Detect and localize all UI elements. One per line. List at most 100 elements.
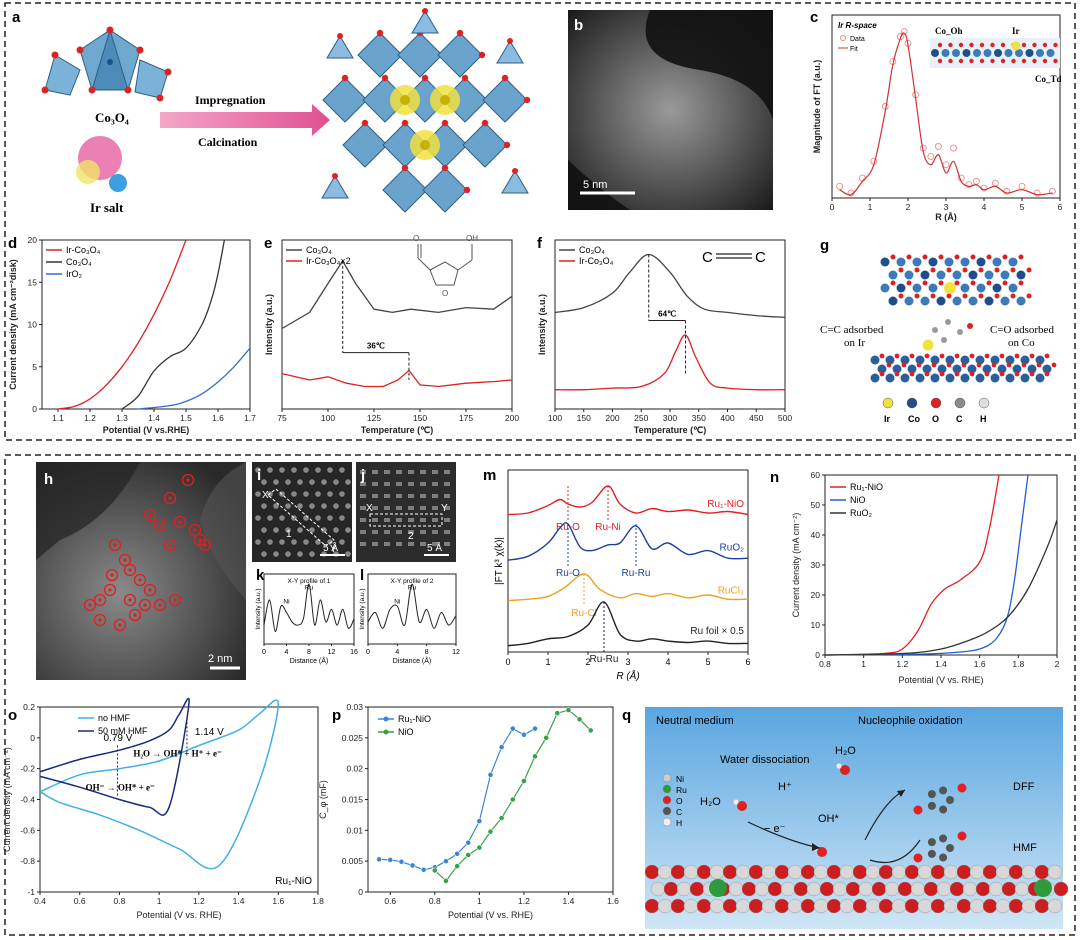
o-atom bbox=[1026, 293, 1032, 299]
co-atom bbox=[984, 270, 994, 280]
surface-atom bbox=[1008, 898, 1024, 914]
x-tick-label: 1.3 bbox=[116, 413, 128, 423]
lattice-atom bbox=[408, 494, 414, 498]
x-axis-label: R (Å) bbox=[616, 669, 639, 682]
y-tick-label: -0.2 bbox=[20, 764, 35, 774]
co-atom bbox=[960, 373, 970, 383]
surface-atom bbox=[806, 881, 822, 897]
annotation-ir: Ir bbox=[1012, 26, 1020, 36]
surface-atom bbox=[832, 881, 848, 897]
co-atom bbox=[976, 283, 986, 293]
co-atom bbox=[1012, 364, 1022, 374]
panel-label-g: g bbox=[820, 237, 829, 254]
chart-f: 100 150 200 250 300 350 400 450 500 Temperature (… bbox=[537, 239, 792, 435]
o-atom bbox=[979, 42, 985, 48]
lattice-atom bbox=[372, 506, 378, 510]
atom-marker-dot bbox=[158, 603, 162, 607]
co-atom bbox=[992, 257, 1002, 267]
h2o-top-label: H₂O bbox=[835, 745, 856, 757]
surface-atom bbox=[956, 898, 972, 914]
series-name: RuCl₃ bbox=[718, 586, 744, 597]
x-tick-label: 150 bbox=[577, 413, 591, 423]
c-atom bbox=[941, 337, 947, 343]
octahedron bbox=[462, 122, 508, 168]
peak-diff-label: 64℃ bbox=[658, 309, 676, 318]
surface-atom bbox=[1014, 881, 1030, 897]
data-point bbox=[532, 753, 538, 760]
lattice-atom bbox=[408, 542, 414, 546]
lattice-atom bbox=[255, 539, 261, 545]
co-atom bbox=[870, 355, 880, 365]
atom-marker bbox=[105, 568, 119, 582]
o-atom bbox=[962, 267, 968, 273]
ru-atom bbox=[709, 879, 727, 897]
y-tick-label: 0 bbox=[815, 650, 820, 660]
x-tick-label: 200 bbox=[605, 413, 619, 423]
lattice-atom bbox=[396, 542, 402, 546]
x-tick-label: 4 bbox=[982, 202, 987, 212]
data-point bbox=[431, 867, 438, 874]
tetrahedron bbox=[326, 35, 354, 59]
lattice-atom bbox=[384, 506, 390, 510]
x-tick-label: 0 bbox=[505, 657, 510, 667]
g-structure-top bbox=[880, 254, 1032, 306]
co-atom bbox=[992, 283, 1002, 293]
o-atom bbox=[1002, 254, 1008, 260]
panel-e: e 75 100 125 150 175 200 Temperature (℃) Intens… bbox=[264, 234, 519, 435]
surface-atom bbox=[891, 898, 907, 914]
lattice-atom bbox=[432, 482, 438, 486]
co-atom bbox=[1016, 270, 1026, 280]
ir-atom bbox=[944, 282, 956, 294]
surface-atom bbox=[741, 881, 757, 897]
co-atom bbox=[967, 364, 977, 374]
x-axis-label: Distance (Å) bbox=[290, 656, 329, 665]
ru-label: Ru bbox=[408, 584, 417, 591]
octahedron bbox=[322, 77, 368, 123]
legend-e-1-label: Ir-Co₃O₄×2 bbox=[306, 256, 351, 266]
x-axis-label: R (Å) bbox=[935, 212, 957, 222]
co-atom bbox=[1035, 355, 1045, 365]
y-tick-label: 15 bbox=[28, 277, 38, 287]
surface-atom bbox=[644, 864, 660, 880]
surface-atom bbox=[988, 881, 1004, 897]
lattice-atom bbox=[345, 503, 351, 509]
panel-label-f: f bbox=[537, 235, 543, 252]
c-c-double-bond-icon: C C bbox=[702, 249, 766, 266]
o-atom bbox=[946, 293, 952, 299]
legend-p-0-marker bbox=[383, 716, 389, 722]
panel-label-d: d bbox=[8, 235, 17, 252]
panel-label-h: h bbox=[44, 471, 53, 488]
surface-atom bbox=[800, 864, 816, 880]
lattice-atom bbox=[420, 494, 426, 498]
data-point bbox=[991, 179, 999, 187]
x-axis-label: Potential (V vs. RHE) bbox=[448, 910, 533, 920]
x-tick-label: 1.4 bbox=[148, 413, 160, 423]
data-point bbox=[576, 716, 583, 723]
x-tick-label: 3 bbox=[944, 202, 949, 212]
lattice-atom bbox=[273, 551, 279, 557]
co-atom bbox=[1015, 49, 1023, 57]
lattice-atom bbox=[309, 551, 315, 557]
ni-label: Ni bbox=[283, 598, 289, 605]
lattice-atom bbox=[345, 551, 351, 557]
y-tick-label: 30 bbox=[811, 560, 821, 570]
co-atom bbox=[915, 373, 925, 383]
ir-salt-label: Ir salt bbox=[90, 200, 124, 215]
lattice-atom bbox=[408, 506, 414, 510]
o-atom bbox=[737, 801, 747, 811]
x-tick-label: 1.2 bbox=[193, 896, 205, 906]
o-atom bbox=[1029, 353, 1035, 359]
lattice-atom bbox=[285, 551, 291, 557]
lattice-atom bbox=[297, 503, 303, 509]
profile-line bbox=[367, 583, 457, 629]
lattice-atom bbox=[327, 515, 333, 521]
y-tick-label: 0.2 bbox=[23, 702, 35, 712]
inset-title-c: Ir R-space bbox=[838, 21, 877, 30]
chart-n: 0.8 1 1.2 1.4 1.6 1.8 20102030405060Potential … bbox=[791, 470, 1060, 685]
chart-k: 0 4 8 12 16 Distance (Å) Intensity (a.u.) X-Y p… bbox=[255, 573, 358, 665]
data-point bbox=[476, 818, 483, 824]
o-atom bbox=[924, 371, 930, 377]
j-x-label: X bbox=[366, 503, 373, 514]
stem-image-i bbox=[252, 462, 352, 562]
o-atom bbox=[1044, 371, 1050, 377]
